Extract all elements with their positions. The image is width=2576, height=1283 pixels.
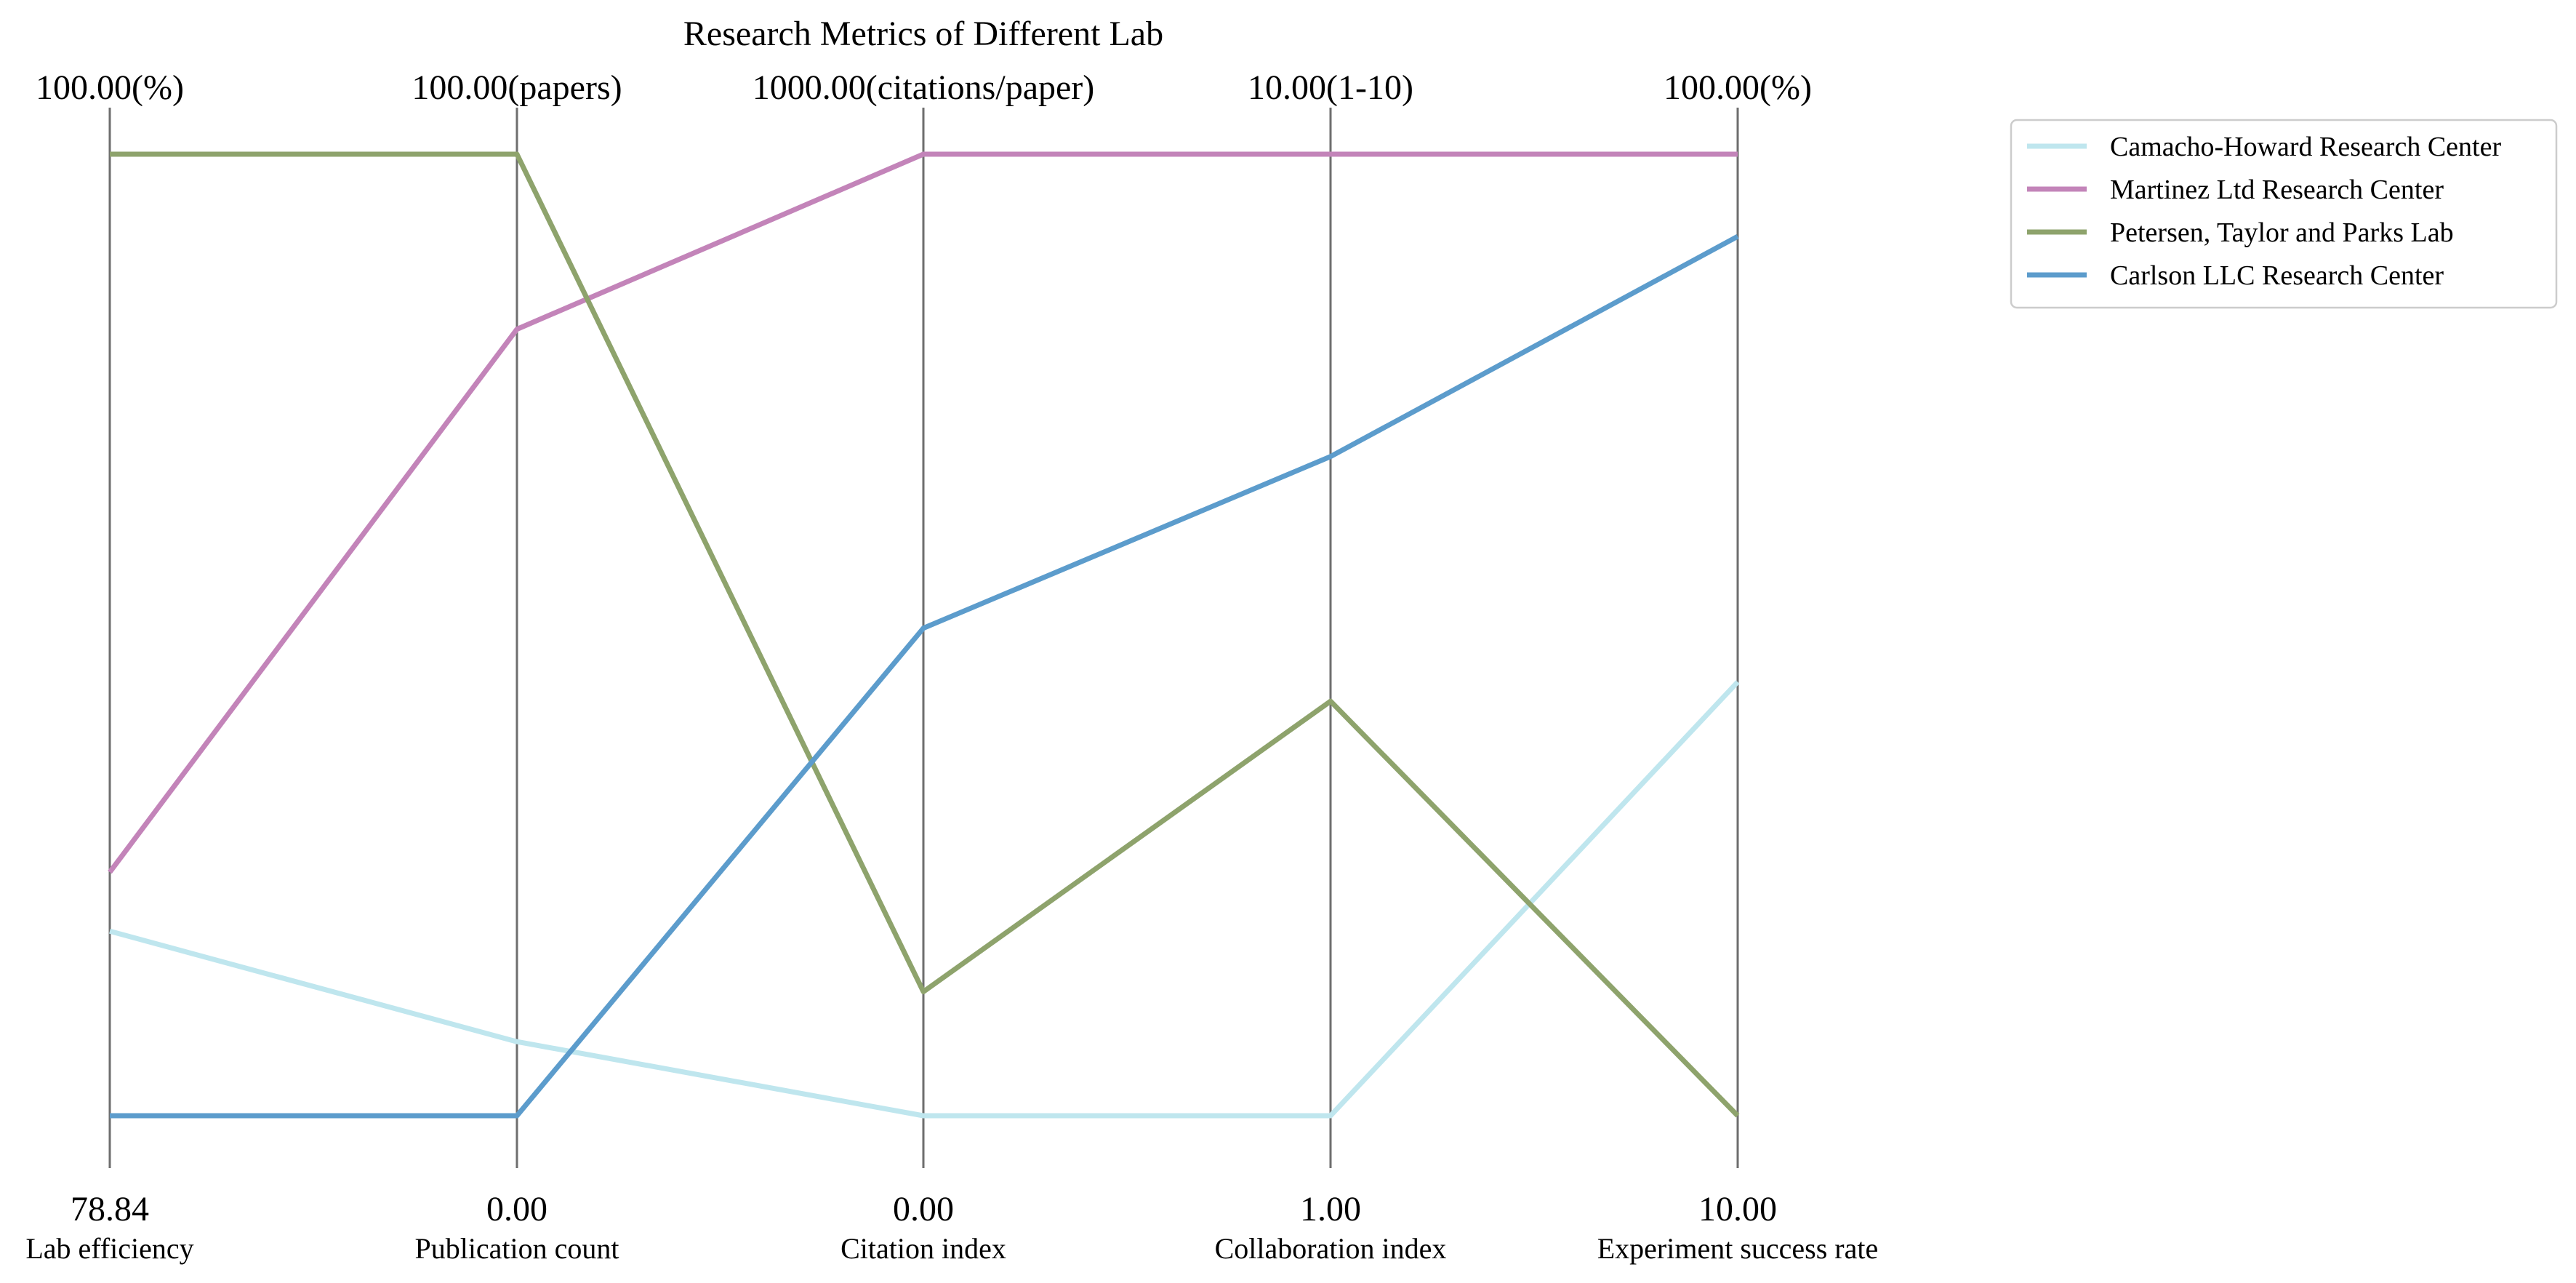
axis-name-collaboration-index: Collaboration index	[1215, 1232, 1447, 1265]
axis-min-label-experiment-success-rate: 10.00	[1698, 1190, 1777, 1228]
axis-max-label-publication-count: 100.00(papers)	[412, 68, 622, 107]
legend-label-martinez-ltd-research-center: Martinez Ltd Research Center	[2110, 175, 2444, 205]
axis-max-label-citation-index: 1000.00(citations/paper)	[753, 68, 1095, 107]
series-line-martinez-ltd-research-center	[108, 151, 1738, 874]
legend: Camacho-Howard Research Center Martinez L…	[2010, 119, 2558, 309]
axis-min-label-citation-index: 0.00	[893, 1190, 954, 1228]
legend-label-petersen-taylor-and-parks-lab: Petersen, Taylor and Parks Lab	[2110, 217, 2454, 248]
legend-label-camacho-howard-research-center: Camacho-Howard Research Center	[2110, 132, 2501, 162]
axis-name-citation-index: Citation index	[840, 1232, 1006, 1265]
legend-frame	[2010, 119, 2558, 309]
axis-max-label-experiment-success-rate: 100.00(%)	[1664, 68, 1812, 107]
axis-name-experiment-success-rate: Experiment success rate	[1597, 1232, 1879, 1265]
series-line-camacho-howard-research-center	[109, 680, 1740, 1119]
series-line-carlson-llc-research-center	[110, 234, 1739, 1119]
axis-max-label-collaboration-index: 10.00(1-10)	[1248, 68, 1413, 107]
series-line-petersen-taylor-and-parks-lab	[110, 151, 1740, 1118]
axis-name-lab-efficiency: Lab efficiency	[25, 1232, 193, 1265]
axis-min-label-publication-count: 0.00	[486, 1190, 547, 1228]
axis-name-publication-count: Publication count	[414, 1232, 619, 1265]
axis-max-label-lab-efficiency: 100.00(%)	[36, 68, 184, 107]
axis-min-label-collaboration-index: 1.00	[1300, 1190, 1361, 1228]
axis-min-label-lab-efficiency: 78.84	[71, 1190, 149, 1228]
series-lines-layer	[108, 151, 1740, 1119]
legend-label-carlson-llc-research-center: Carlson LLC Research Center	[2110, 260, 2444, 291]
chart-title: Research Metrics of Different Lab	[683, 15, 1163, 53]
axes-layer: 100.00(%) 78.84 Lab efficiency 100.00(paper…	[25, 68, 1878, 1265]
